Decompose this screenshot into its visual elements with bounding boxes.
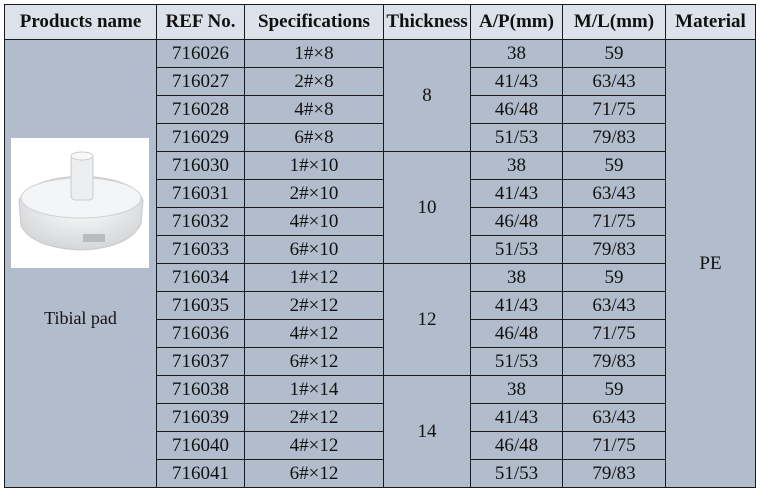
ref-no-cell: 716039	[156, 403, 245, 432]
ml-cell: 63/43	[562, 179, 666, 208]
product-name: Tibial pad	[44, 308, 117, 328]
table-row: 716041 6#×12 51/53 79/83	[5, 459, 756, 488]
tibial-pad-image	[11, 138, 149, 268]
ml-cell: 63/43	[562, 67, 666, 96]
thickness-cell: 10	[383, 151, 471, 264]
table-row: 716036 4#×12 46/48 71/75	[5, 319, 756, 348]
ap-cell: 38	[470, 263, 563, 292]
ap-cell: 51/53	[470, 235, 563, 264]
table-row: 716030 1#×10 10 38 59	[5, 151, 756, 264]
specification-cell: 6#×12	[244, 347, 384, 376]
ml-cell: 79/83	[562, 235, 666, 264]
material-cell: PE	[665, 39, 756, 488]
specification-cell: 4#×8	[244, 95, 384, 124]
header-row: Products name REF No. Specifications Thi…	[4, 4, 756, 40]
ref-no-cell: 716032	[156, 207, 245, 236]
ref-no-cell: 716033	[156, 235, 245, 264]
ap-cell: 46/48	[470, 207, 563, 236]
ref-no-cell: 716026	[156, 39, 245, 68]
header-ref-no: REF No.	[156, 4, 245, 40]
header-thickness: Thickness	[383, 4, 471, 40]
ref-no-cell: 716031	[156, 179, 245, 208]
table-row: 716027 2#×8 41/43 63/43	[5, 67, 756, 96]
ml-cell: 59	[562, 263, 666, 292]
header-ml: M/L(mm)	[562, 4, 666, 40]
ap-cell: 41/43	[470, 291, 563, 320]
table-row: Tibial pad 716026 1#×8 8 38 59 PE	[4, 39, 756, 488]
ap-cell: 41/43	[470, 403, 563, 432]
ml-cell: 59	[562, 375, 666, 404]
ml-cell: 71/75	[562, 431, 666, 460]
ap-cell: 38	[470, 375, 563, 404]
specification-cell: 4#×10	[244, 207, 384, 236]
ml-cell: 59	[562, 151, 666, 180]
table-row: 716029 6#×8 51/53 79/83	[5, 123, 756, 152]
table-row: 716035 2#×12 41/43 63/43	[5, 291, 756, 320]
ap-cell: 51/53	[470, 123, 563, 152]
ref-no-cell: 716034	[156, 263, 245, 292]
header-specifications: Specifications	[244, 4, 384, 40]
specification-cell: 1#×14	[244, 375, 384, 404]
specification-cell: 6#×8	[244, 123, 384, 152]
specification-cell: 2#×10	[244, 179, 384, 208]
ref-no-cell: 716028	[156, 95, 245, 124]
ref-no-cell: 716040	[156, 431, 245, 460]
ml-cell: 79/83	[562, 123, 666, 152]
specification-cell: 1#×8	[244, 39, 384, 68]
ml-cell: 63/43	[562, 403, 666, 432]
specification-cell: 4#×12	[244, 431, 384, 460]
ml-cell: 79/83	[562, 459, 666, 488]
table-row: 716038 1#×14 14 38 59	[5, 375, 756, 488]
ref-no-cell: 716038	[156, 375, 245, 404]
header-ap: A/P(mm)	[470, 4, 563, 40]
ap-cell: 51/53	[470, 347, 563, 376]
table-row: 716040 4#×12 46/48 71/75	[5, 431, 756, 460]
table-row: 716037 6#×12 51/53 79/83	[5, 347, 756, 376]
ref-no-cell: 716027	[156, 67, 245, 96]
table-row: 716028 4#×8 46/48 71/75	[5, 95, 756, 124]
ap-cell: 51/53	[470, 459, 563, 488]
thickness-cell: 8	[383, 39, 471, 152]
ap-cell: 38	[470, 151, 563, 180]
table-row: 716039 2#×12 41/43 63/43	[5, 403, 756, 432]
ref-no-cell: 716035	[156, 291, 245, 320]
ref-no-cell: 716030	[156, 151, 245, 180]
ap-cell: 38	[470, 39, 563, 68]
ref-no-cell: 716029	[156, 123, 245, 152]
ml-cell: 59	[562, 39, 666, 68]
table-row: 716034 1#×12 12 38 59	[5, 263, 756, 376]
ml-cell: 71/75	[562, 207, 666, 236]
ml-cell: 63/43	[562, 291, 666, 320]
product-cell: Tibial pad	[4, 39, 157, 488]
product-spec-table: Products name REF No. Specifications Thi…	[4, 4, 756, 488]
table-row: 716033 6#×10 51/53 79/83	[5, 235, 756, 264]
thickness-cell: 14	[383, 375, 471, 488]
specification-cell: 4#×12	[244, 319, 384, 348]
header-material: Material	[665, 4, 756, 40]
ap-cell: 46/48	[470, 431, 563, 460]
ref-no-cell: 716037	[156, 347, 245, 376]
specification-cell: 2#×8	[244, 67, 384, 96]
thickness-cell: 12	[383, 263, 471, 376]
ml-cell: 71/75	[562, 95, 666, 124]
ref-no-cell: 716036	[156, 319, 245, 348]
header-products-name: Products name	[4, 4, 157, 40]
ap-cell: 46/48	[470, 95, 563, 124]
ap-cell: 41/43	[470, 67, 563, 96]
ref-no-cell: 716041	[156, 459, 245, 488]
specification-cell: 1#×12	[244, 263, 384, 292]
specification-cell: 6#×12	[244, 459, 384, 488]
ml-cell: 71/75	[562, 319, 666, 348]
specification-cell: 2#×12	[244, 403, 384, 432]
specification-cell: 6#×10	[244, 235, 384, 264]
specification-cell: 2#×12	[244, 291, 384, 320]
ap-cell: 46/48	[470, 319, 563, 348]
ml-cell: 79/83	[562, 347, 666, 376]
specification-cell: 1#×10	[244, 151, 384, 180]
ap-cell: 41/43	[470, 179, 563, 208]
